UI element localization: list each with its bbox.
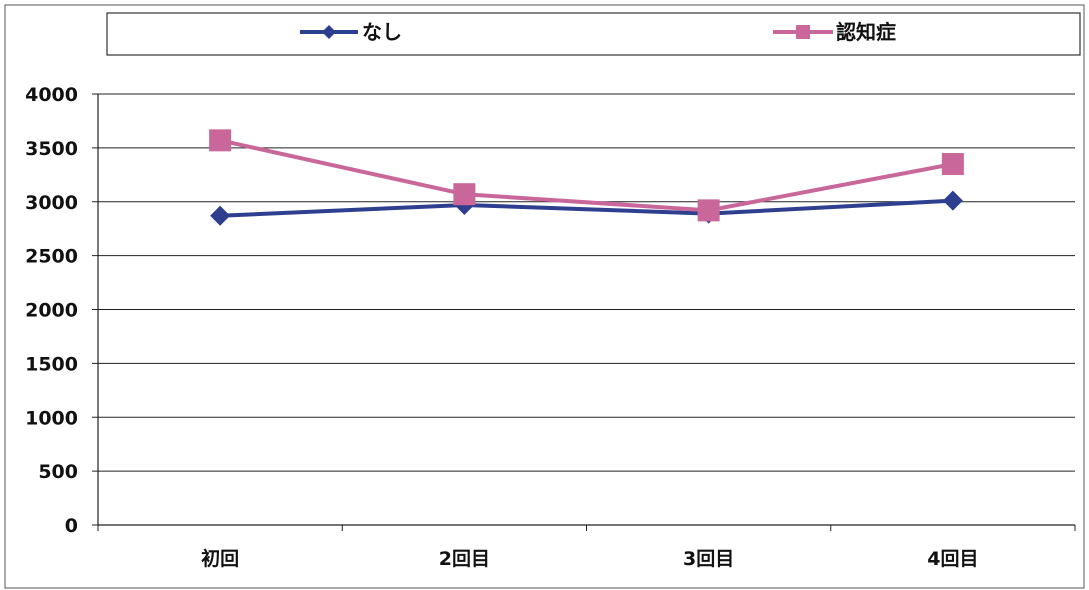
y-tick-label: 500: [38, 461, 78, 483]
y-tick-label: 1000: [25, 407, 78, 429]
y-tick-label: 2500: [25, 246, 78, 268]
legend-item-series-2: 認知症: [773, 20, 896, 44]
legend-label-series-1: なし: [362, 20, 402, 44]
x-tick-label: 初回: [201, 547, 239, 570]
data-point-square: [453, 183, 476, 206]
y-tick-label: 3000: [25, 192, 78, 214]
plot-area: 0 500 1000 1500 2000 2500 3000 3500 4000 初回 2回目 3回目…: [25, 84, 1076, 570]
data-point-diamond: [942, 190, 963, 211]
y-tick-label: 2000: [25, 300, 78, 322]
y-tick-label: 0: [65, 515, 78, 537]
data-point-square: [941, 153, 964, 176]
data-point-square: [697, 199, 720, 222]
legend-diamond-marker-icon: [322, 25, 336, 39]
legend-box: [106, 12, 1081, 56]
x-tick-label: 2回目: [439, 548, 490, 570]
legend-square-marker-icon: [796, 25, 810, 39]
x-tick-label: 4回目: [927, 548, 978, 570]
chart-border: [4, 4, 1085, 589]
data-point-diamond: [210, 205, 231, 226]
data-point-square: [209, 129, 232, 152]
y-tick-label: 4000: [25, 84, 78, 106]
x-tick-label: 3回目: [683, 548, 734, 570]
legend: なし 認知症: [106, 12, 1081, 56]
series-line-2: [219, 138, 954, 213]
series-line-1: [220, 198, 953, 218]
y-tick-label: 3500: [25, 138, 78, 160]
y-tick-label: 1500: [25, 353, 78, 375]
legend-label-series-2: 認知症: [836, 20, 896, 44]
legend-item-series-1: なし: [300, 20, 402, 44]
